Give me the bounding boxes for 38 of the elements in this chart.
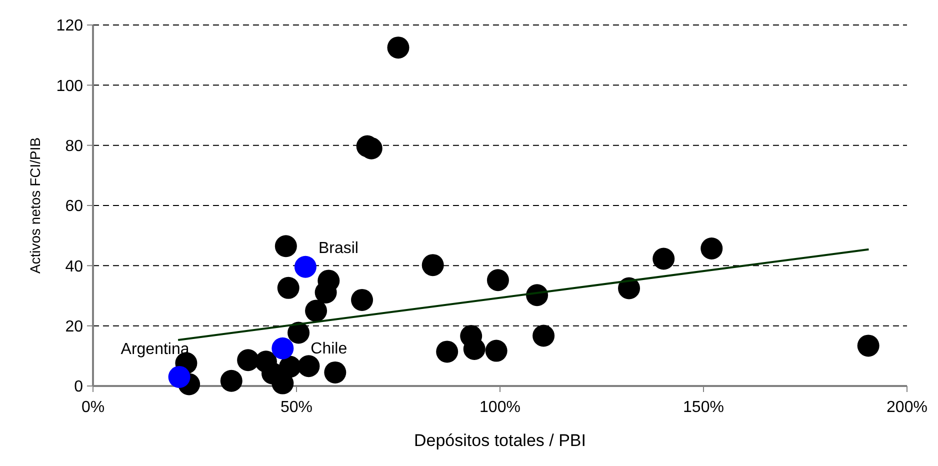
point [324, 361, 346, 384]
x-tick-label: 150% [683, 399, 724, 416]
x-tick-label: 100% [480, 399, 520, 416]
point [305, 300, 328, 322]
x-tick-label: 50% [280, 399, 313, 416]
x-axis-title: Depósitos totales / PBI [414, 431, 586, 450]
point [486, 269, 509, 292]
point [298, 355, 320, 378]
point [387, 36, 410, 59]
annotation: Chile [310, 340, 348, 358]
y-tick-label: 60 [65, 198, 84, 216]
point [700, 238, 723, 260]
y-tick-label: 20 [65, 318, 84, 336]
point [351, 288, 374, 311]
point [857, 334, 880, 357]
y-tick-label: 100 [56, 78, 84, 95]
point [272, 337, 294, 360]
y-tick-label: 40 [65, 258, 84, 276]
point [436, 340, 458, 363]
point [652, 248, 675, 270]
point [168, 366, 190, 388]
point [618, 277, 640, 300]
y-tick-label: 120 [56, 18, 84, 35]
y-tick-label: 80 [65, 138, 84, 155]
x-tick-label: 0% [81, 399, 105, 416]
point [532, 324, 555, 347]
point [485, 340, 508, 362]
point [274, 235, 297, 258]
point [288, 322, 310, 344]
point [294, 256, 316, 278]
y-axis-title: Activos netos FCI/PIB [27, 137, 43, 274]
point [277, 276, 300, 299]
point [422, 254, 444, 276]
point [220, 370, 242, 392]
x-tick-label: 200% [886, 399, 928, 416]
annotation: Brasil [318, 240, 358, 257]
y-tick-label: 0 [74, 378, 84, 396]
point [237, 349, 260, 372]
